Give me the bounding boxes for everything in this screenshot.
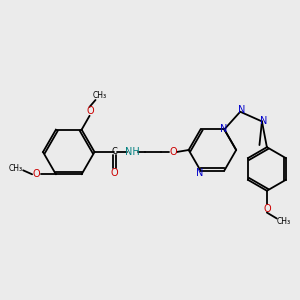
Text: C: C xyxy=(111,148,117,157)
Text: O: O xyxy=(170,147,178,157)
Text: N: N xyxy=(238,105,245,115)
Text: CH₃: CH₃ xyxy=(277,217,291,226)
Text: CH₃: CH₃ xyxy=(92,92,106,100)
Text: O: O xyxy=(32,169,40,179)
Text: O: O xyxy=(263,204,271,214)
Text: N: N xyxy=(220,124,227,134)
Text: N: N xyxy=(196,168,203,178)
Text: O: O xyxy=(110,168,118,178)
Text: CH₃: CH₃ xyxy=(8,164,22,173)
Text: N: N xyxy=(260,116,268,126)
Text: O: O xyxy=(87,106,94,116)
Text: NH: NH xyxy=(125,147,140,157)
